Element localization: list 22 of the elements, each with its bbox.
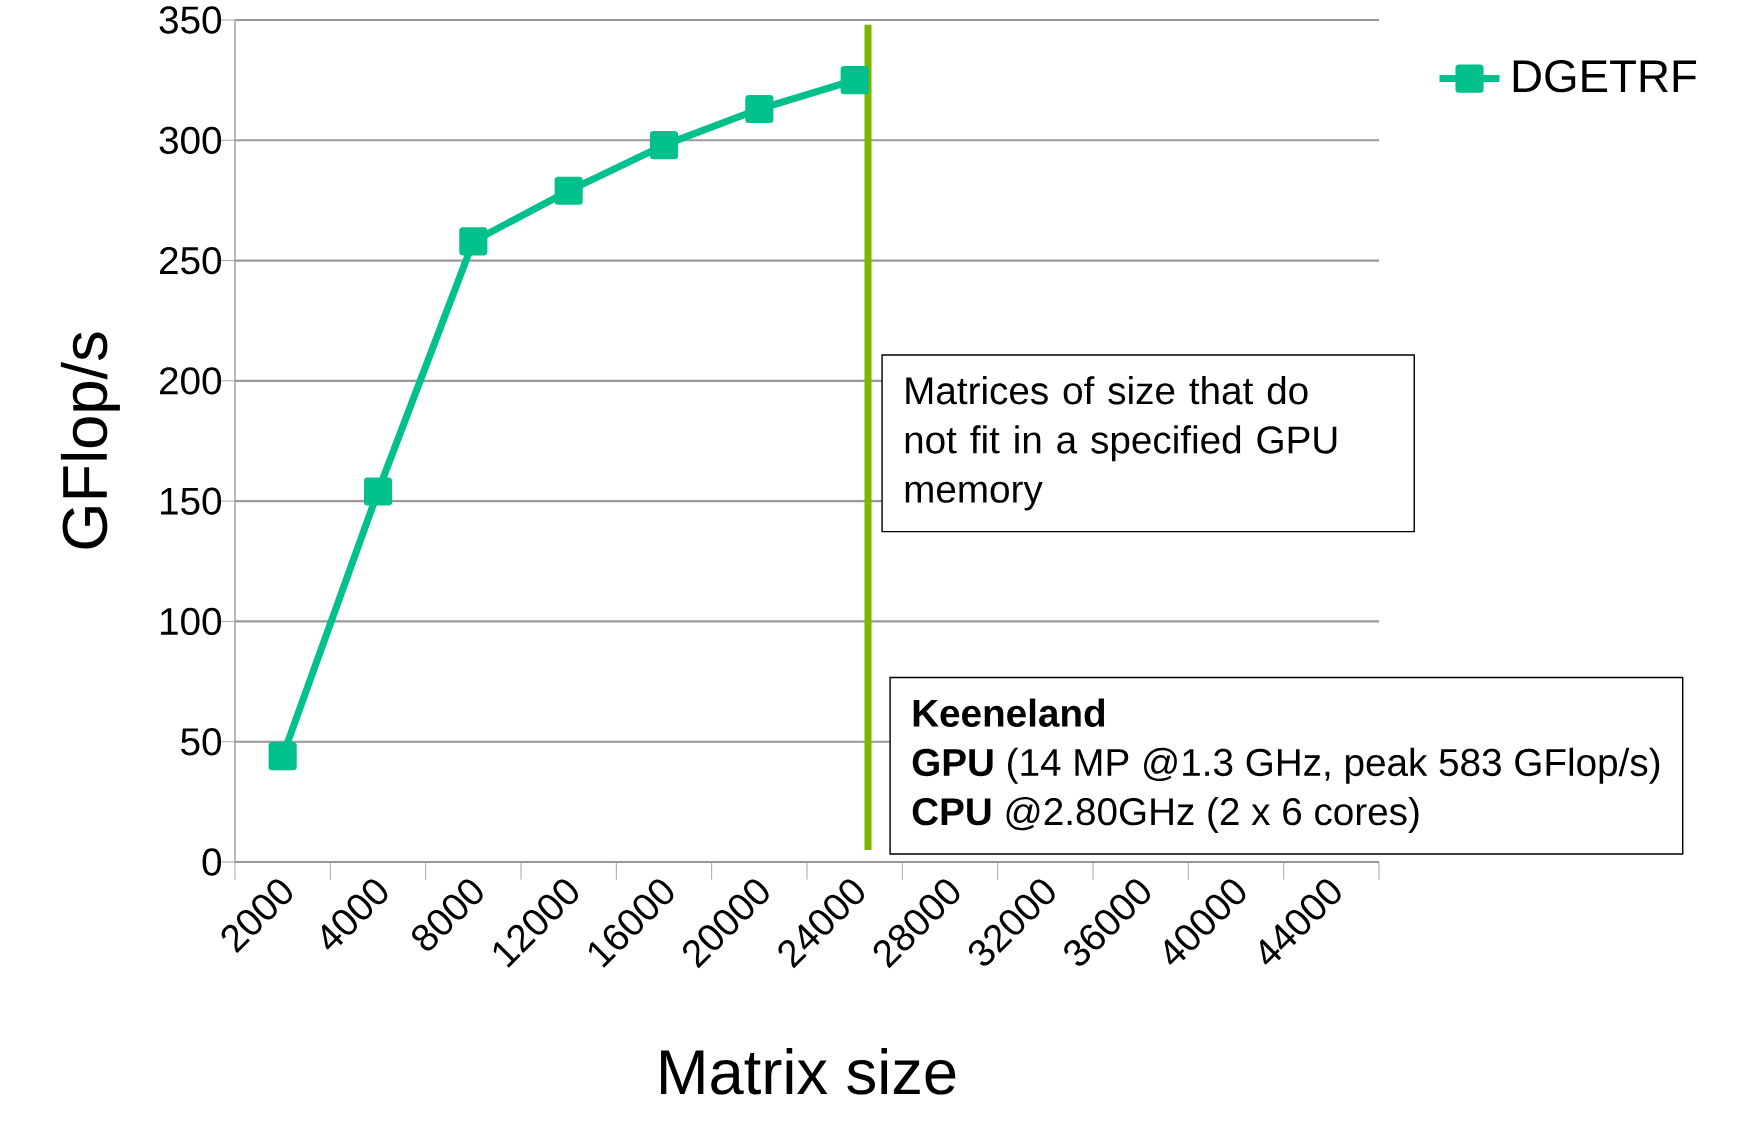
- point: [268, 742, 297, 771]
- annotation: Keeneland: [913, 698, 1105, 727]
- y-tick-label: 200: [160, 367, 222, 395]
- y-tick-label: 100: [161, 607, 222, 636]
- point: [363, 477, 393, 506]
- y-tick-label: 350: [159, 6, 222, 34]
- annotation: CPU @2.80GHz (2 x 6 cores): [912, 796, 1419, 833]
- annotation: GPU (14 MP @1.3 GHz, peak 583 GFlop/s): [912, 747, 1660, 784]
- legend-label: DGETRF: [1513, 60, 1697, 93]
- y-tick-label: 250: [160, 246, 222, 275]
- annotation: Matrices of size that do not fit in a specified GPU memory: [905, 376, 1337, 511]
- y-axis-title: GFlop/s: [60, 332, 120, 549]
- point: [459, 227, 488, 256]
- point: [649, 131, 679, 160]
- y-tick-label: 0: [202, 848, 222, 876]
- y-tick-label: 50: [181, 728, 222, 756]
- y-tick-label: 150: [161, 487, 222, 515]
- point: [745, 94, 774, 124]
- y-tick-label: 300: [159, 126, 222, 154]
- x-axis-title: Matrix size: [661, 1048, 956, 1095]
- point: [840, 66, 869, 95]
- point: [554, 176, 583, 205]
